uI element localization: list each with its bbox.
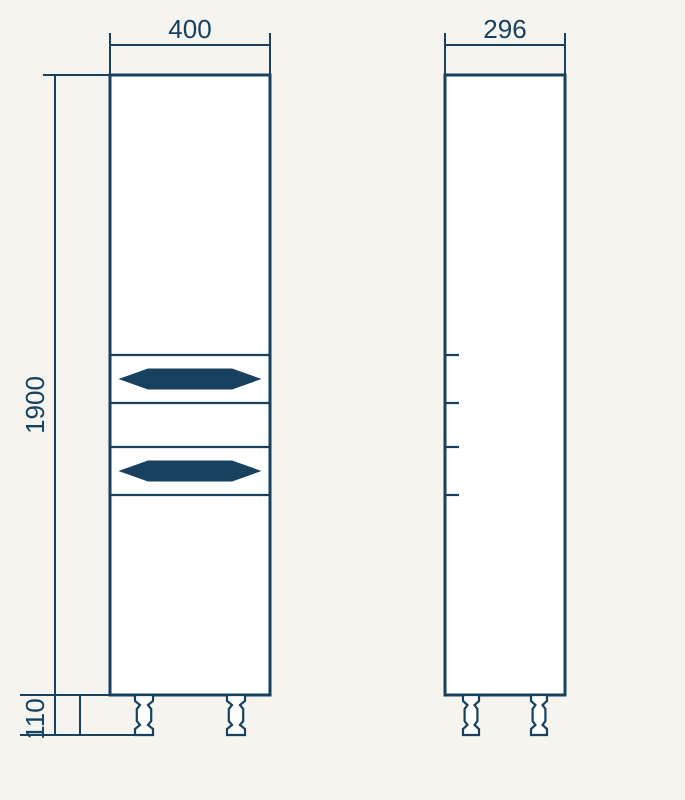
dimension-label-leg-height: 110 <box>20 698 50 739</box>
dimension-label-height-total: 1900 <box>20 376 50 434</box>
cabinet-leg <box>135 695 153 735</box>
dimension-width-front: 400 <box>110 14 270 75</box>
dimension-leg-height: 110 <box>20 695 110 740</box>
front-view <box>110 75 270 735</box>
dimension-label-depth-side: 296 <box>483 14 526 44</box>
cabinet-leg <box>531 695 547 735</box>
dimension-depth-side: 296 <box>445 14 565 75</box>
cabinet-leg <box>227 695 245 735</box>
drawer-handle <box>120 369 260 389</box>
cabinet-dimension-drawing: 400 296 1900 110 <box>0 0 685 800</box>
dimension-label-width-front: 400 <box>168 14 211 44</box>
side-view <box>445 75 565 735</box>
cabinet-leg <box>463 695 479 735</box>
drawer-handle <box>120 461 260 481</box>
